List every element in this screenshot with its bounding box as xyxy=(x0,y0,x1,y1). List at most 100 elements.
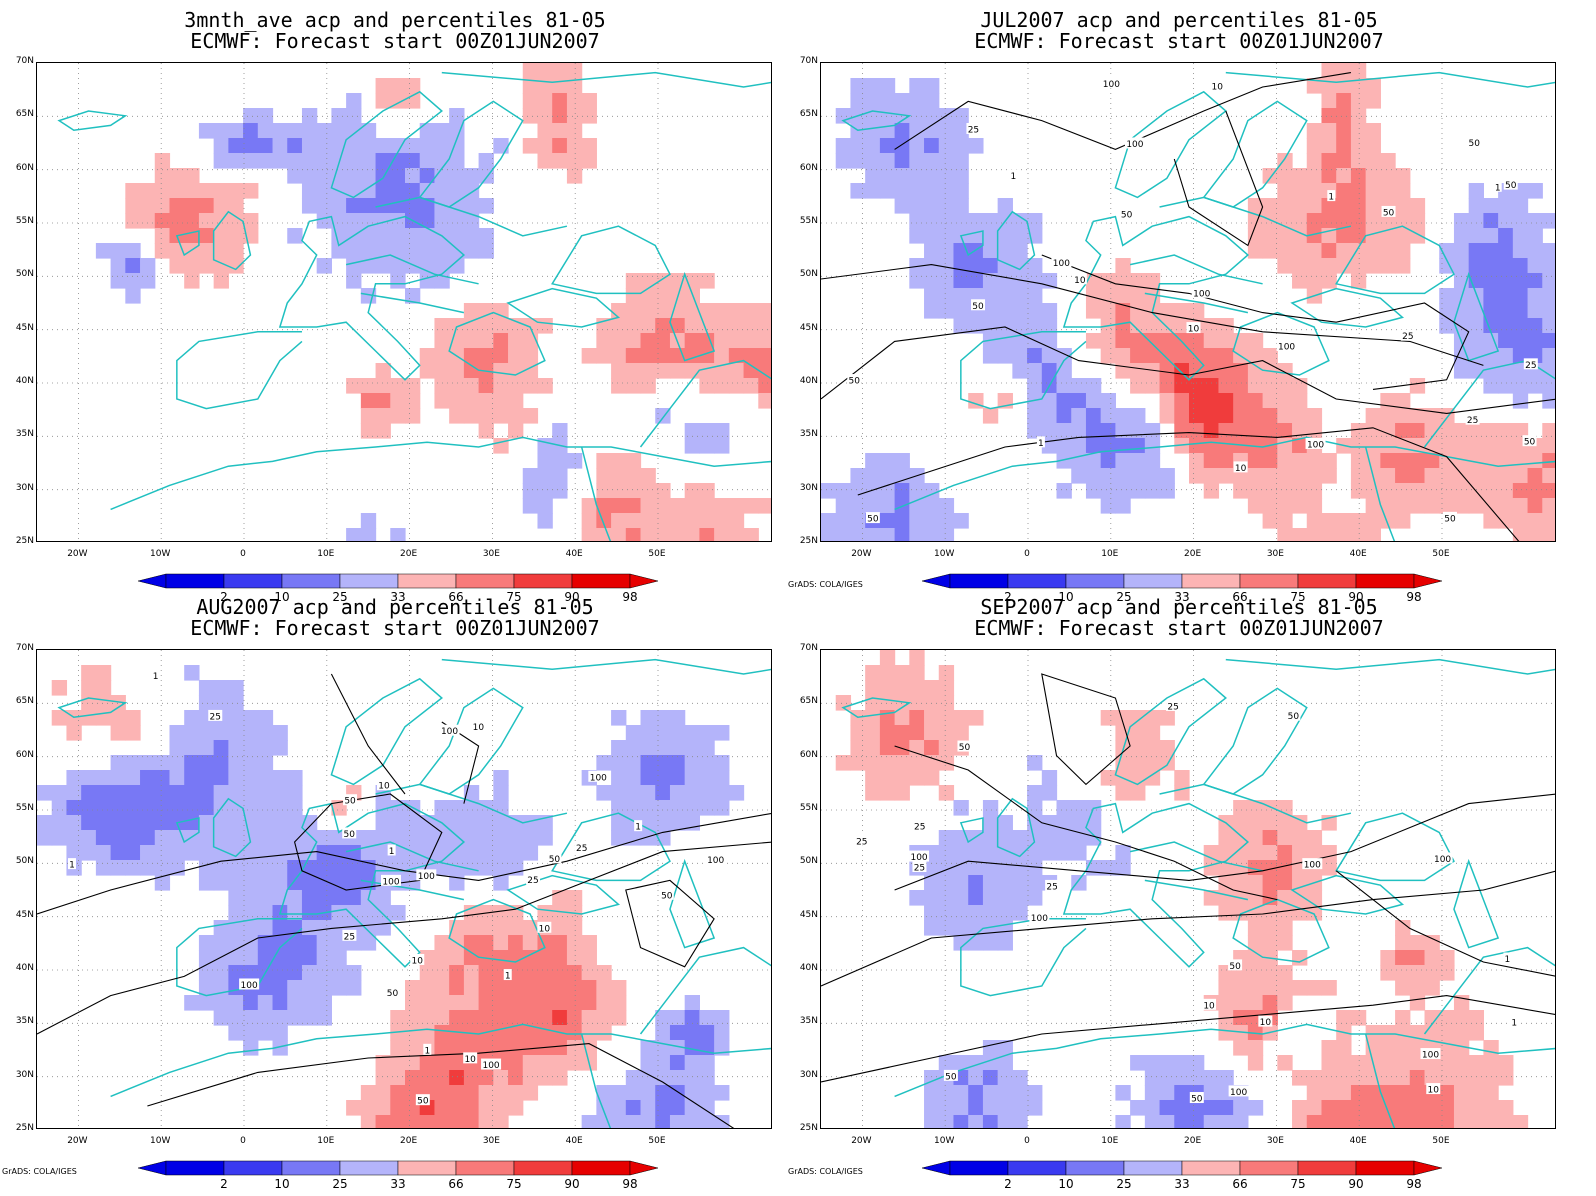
longitude-label: 50E xyxy=(1432,549,1450,559)
contour-label: 100 xyxy=(707,856,724,866)
percentile-fill-cells xyxy=(835,650,1529,1128)
contour-label: 10 xyxy=(464,1055,476,1065)
contour-label: 10 xyxy=(1212,82,1224,92)
contour-label: 100 xyxy=(482,1061,499,1071)
colorbar xyxy=(138,573,658,589)
grads-credit: GrADS: COLA/IGES xyxy=(788,1167,863,1176)
colorbar-swatch xyxy=(513,573,573,589)
contour-label: 50 xyxy=(1191,1095,1203,1105)
latitude-label: 45N xyxy=(799,909,818,920)
colorbar-label: 90 xyxy=(564,590,580,604)
contour-label: 1 xyxy=(69,861,75,871)
longitude-label: 20W xyxy=(851,1136,872,1146)
grads-credit: GrADS: COLA/IGES xyxy=(2,1167,77,1176)
panel-title: JUL2007 acp and percentiles 81-05 xyxy=(980,8,1378,32)
latitude-label: 40N xyxy=(799,376,818,386)
colorbar-swatch xyxy=(455,1160,515,1176)
contour-label: 1 xyxy=(1038,439,1044,449)
longitude-label: 50E xyxy=(648,549,666,559)
contour-label: 100 xyxy=(441,727,458,737)
latitude-label: 25N xyxy=(15,536,34,546)
colorbar-label: 33 xyxy=(1174,1177,1190,1191)
colorbar-label: 2 xyxy=(220,1177,228,1191)
colorbar-swatch xyxy=(1181,1160,1241,1176)
contour-label: 100 xyxy=(910,853,927,863)
colorbar-label: 10 xyxy=(274,1177,290,1191)
colorbar-swatch xyxy=(1065,1160,1125,1176)
panel-3month-average: 3mnth_ave acp and percentiles 81-05 ECMW… xyxy=(0,0,790,604)
latitude-label: 70N xyxy=(799,56,818,66)
colorbar-swatch xyxy=(949,1160,1009,1176)
map-area: 100 50 50 50 50 100 50 50 100 100 100 50 25 10 25 1 1 10 5… xyxy=(820,62,1556,542)
percentile-shading-map: 50 100 100 100 100 100 100 50 50 50 100 25 25 50 10 25 1… xyxy=(37,650,771,1128)
colorbar-swatch xyxy=(281,1160,341,1176)
contour-label: 1 xyxy=(1328,193,1334,203)
contour-label: 1 xyxy=(389,847,395,857)
contour-label: 1 xyxy=(1011,172,1017,182)
contour-label: 10 xyxy=(1260,1018,1272,1028)
colorbar-swatch xyxy=(1123,573,1183,589)
colorbar-label: 25 xyxy=(1116,590,1132,604)
percentile-shading-map: 100 50 50 50 50 100 50 50 100 100 100 50 25 10 25 1 1 10 5… xyxy=(821,63,1555,541)
colorbar-label: 75 xyxy=(506,1177,522,1191)
panel-sep2007: SEP2007 acp and percentiles 81-05 ECMWF:… xyxy=(784,587,1574,1191)
longitude-label: 50E xyxy=(1432,1136,1450,1146)
colorbar-swatch xyxy=(1123,1160,1183,1176)
contour-label: 10 xyxy=(473,723,485,733)
colorbar-label: 75 xyxy=(1290,1177,1306,1191)
contour-label: 100 xyxy=(1304,861,1321,871)
latitude-label: 35N xyxy=(15,429,34,440)
latitude-label: 50N xyxy=(799,856,818,867)
contour-label: 25 xyxy=(914,823,925,833)
colorbar-swatch xyxy=(339,1160,399,1176)
contour-label: 50 xyxy=(1444,514,1456,524)
contour-label: 100 xyxy=(241,981,258,991)
colorbar-swatch xyxy=(281,573,341,589)
latitude-label: 25N xyxy=(15,1123,34,1133)
colorbar-swatch xyxy=(1297,1160,1357,1176)
contour-label: 50 xyxy=(867,515,879,525)
contour-label: 10 xyxy=(1203,1001,1215,1011)
latitude-label: 25N xyxy=(799,536,818,546)
latitude-label: 35N xyxy=(799,1016,818,1027)
latitude-label: 55N xyxy=(799,803,818,813)
contour-label: 25 xyxy=(914,864,925,874)
contour-label: 50 xyxy=(387,989,399,999)
colorbar-swatch xyxy=(397,573,457,589)
latitude-label: 70N xyxy=(15,56,34,66)
percentile-shading-map xyxy=(37,63,772,542)
coastlines xyxy=(59,73,772,542)
colorbar-swatch xyxy=(1355,1160,1415,1176)
contour-label: 25 xyxy=(344,932,355,942)
contour-label: 100 xyxy=(1278,342,1295,352)
latitude-label: 60N xyxy=(799,749,818,760)
latitude-label: 30N xyxy=(15,1069,34,1080)
colorbar-label: 2 xyxy=(1004,1177,1012,1191)
colorbar-label: 90 xyxy=(1348,590,1364,604)
graticule xyxy=(821,650,1555,1128)
latitude-label: 40N xyxy=(15,963,34,973)
latitude-label: 40N xyxy=(799,963,818,973)
contour-label: 25 xyxy=(968,125,979,135)
contour-label: 25 xyxy=(1167,702,1178,712)
latitude-label: 55N xyxy=(799,216,818,226)
longitude-label: 30E xyxy=(482,1136,500,1146)
latitude-label: 30N xyxy=(799,482,818,493)
latitude-label: 60N xyxy=(799,162,818,173)
contour-label: 1 xyxy=(635,823,641,833)
contour-label: 50 xyxy=(1505,181,1517,191)
contour-label: 50 xyxy=(972,302,984,312)
panel-title: SEP2007 acp and percentiles 81-05 xyxy=(980,595,1378,619)
latitude-label: 65N xyxy=(15,696,34,707)
colorbar-label: 33 xyxy=(390,590,406,604)
graticule xyxy=(821,63,1555,541)
longitude-label: 0 xyxy=(240,1136,246,1146)
contour-label: 10 xyxy=(1428,1086,1440,1096)
colorbar-swatch xyxy=(1355,573,1415,589)
map-area xyxy=(36,62,772,542)
contour-label: 50 xyxy=(849,377,861,387)
contour-label: 100 xyxy=(382,877,399,887)
longitude-label: 40E xyxy=(565,1136,583,1146)
contour-label: 100 xyxy=(1103,80,1120,90)
contour-label: 50 xyxy=(1288,712,1300,722)
